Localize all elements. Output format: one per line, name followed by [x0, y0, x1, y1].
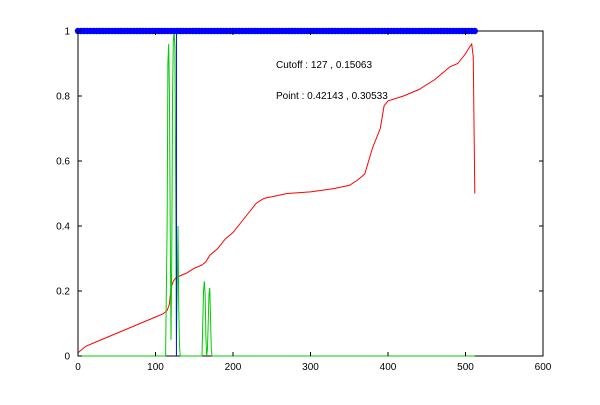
y-tick-label: 1	[64, 27, 70, 38]
point-annotation: Point : 0.42143 , 0.30533	[276, 91, 388, 102]
x-tick-label: 0	[75, 362, 81, 373]
x-axis-ticks: 0 100 200 300 400 500 600	[75, 31, 552, 373]
plot-frame	[77, 30, 544, 357]
markers-layer	[74, 27, 478, 35]
series-line-1	[78, 30, 475, 357]
x-tick-label: 300	[302, 362, 319, 373]
series-layer	[77, 30, 476, 357]
y-tick-label: 0.2	[56, 287, 70, 298]
x-tick-label: 400	[380, 362, 397, 373]
x-tick-label: 100	[147, 362, 164, 373]
y-tick-label: 0.4	[56, 222, 70, 233]
x-tick-label: 200	[225, 362, 242, 373]
x-tick-label: 500	[457, 362, 474, 373]
y-tick-label: 0	[64, 352, 70, 363]
marker-point	[471, 27, 478, 35]
series-line-0	[77, 42, 476, 354]
y-axis-ticks: 0 0.2 0.4 0.6 0.8 1	[56, 27, 543, 363]
y-tick-label: 0.6	[56, 157, 70, 168]
cutoff-annotation: Cutoff : 127 , 0.15063	[276, 60, 372, 71]
y-tick-label: 0.8	[56, 92, 70, 103]
x-tick-label: 600	[535, 362, 552, 373]
